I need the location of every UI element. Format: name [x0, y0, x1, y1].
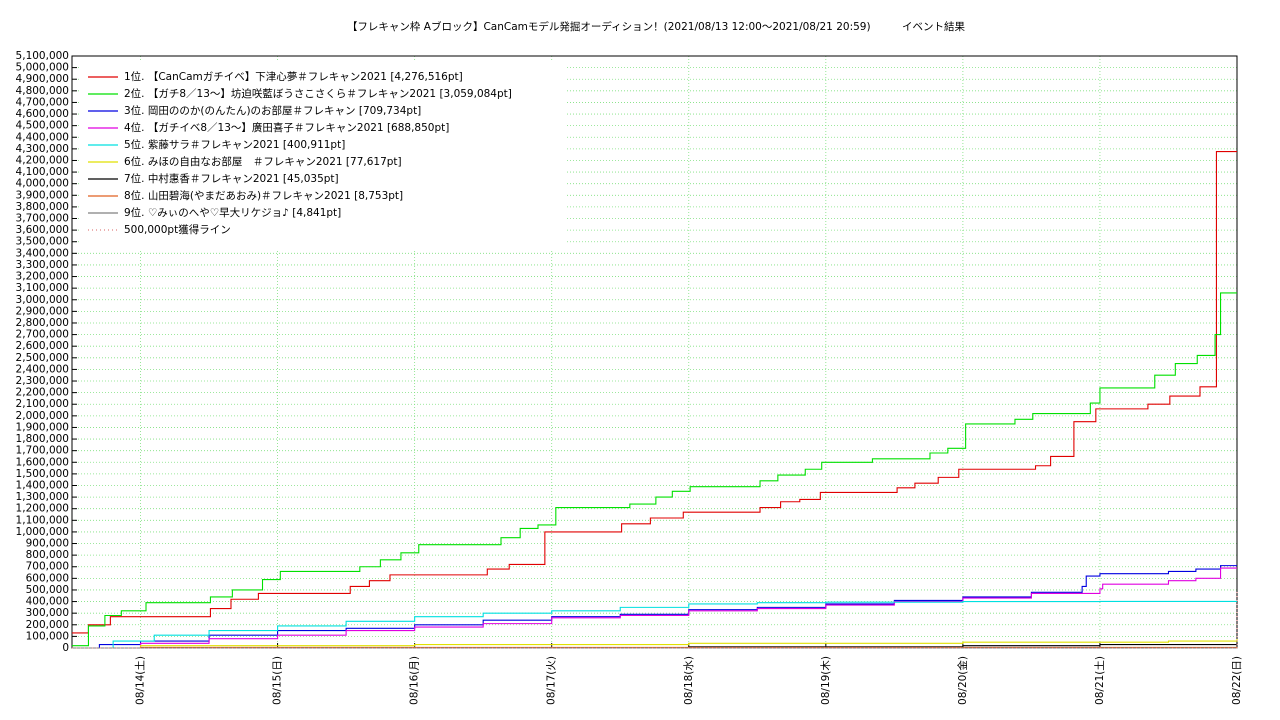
legend-label: 5位. 紫藤サラ＃フレキャン2021 [400,911pt]	[124, 138, 345, 151]
y-tick-label: 4,700,000	[16, 96, 69, 108]
y-tick-label: 2,200,000	[16, 387, 69, 399]
y-tick-label: 5,000,000	[16, 62, 69, 74]
x-tick-label: 08/16(月)	[409, 656, 421, 705]
y-tick-label: 3,900,000	[16, 189, 69, 201]
y-tick-label: 500,000	[26, 584, 69, 596]
legend-label: 500,000pt獲得ライン	[124, 223, 231, 236]
legend-label: 9位. ♡みぃのへや♡早大リケジョ♪ [4,841pt]	[124, 206, 341, 219]
y-tick-label: 1,200,000	[16, 503, 69, 515]
series-line	[72, 600, 1237, 649]
y-tick-label: 4,400,000	[16, 131, 69, 143]
y-tick-label: 3,100,000	[16, 282, 69, 294]
chart-title: 【フレキャン枠 Aブロック】CanCamモデル発掘オーディション！(2021/0…	[347, 20, 966, 33]
y-tick-label: 3,300,000	[16, 259, 69, 271]
y-tick-label: 700,000	[26, 561, 69, 573]
legend-label: 1位. 【CanCamガチイベ】下津心夢＃フレキャン2021 [4,276,51…	[124, 70, 463, 83]
y-tick-label: 4,200,000	[16, 154, 69, 166]
series-line	[72, 647, 1238, 649]
x-tick-label: 08/14(土)	[134, 656, 147, 705]
y-tick-label: 2,100,000	[16, 398, 69, 410]
y-tick-label: 0	[62, 642, 69, 654]
y-tick-label: 4,300,000	[16, 143, 69, 155]
y-tick-label: 2,000,000	[16, 410, 69, 422]
y-tick-label: 1,300,000	[16, 491, 69, 503]
series-line	[72, 638, 1238, 649]
x-tick-label: 08/15(日)	[272, 656, 284, 705]
series-line	[72, 292, 1237, 647]
x-tick-label: 08/21(土)	[1093, 656, 1106, 705]
y-tick-label: 4,500,000	[16, 120, 69, 132]
x-tick-label: 08/18(水)	[683, 656, 695, 705]
y-tick-label: 900,000	[26, 538, 69, 550]
x-tick-label: 08/22(日)	[1231, 656, 1243, 705]
y-tick-label: 4,600,000	[16, 108, 69, 120]
y-tick-label: 4,000,000	[16, 178, 69, 190]
y-tick-label: 600,000	[26, 572, 69, 584]
y-tick-label: 1,000,000	[16, 526, 69, 538]
legend-label: 2位. 【ガチ8／13〜】坊迫咲藍ぼうさこさくら＃フレキャン2021 [3,05…	[124, 87, 512, 100]
y-tick-label: 2,600,000	[16, 340, 69, 352]
y-tick-label: 2,300,000	[16, 375, 69, 387]
y-tick-label: 2,400,000	[16, 363, 69, 375]
y-tick-label: 200,000	[26, 619, 69, 631]
y-tick-label: 1,800,000	[16, 433, 69, 445]
y-tick-label: 3,700,000	[16, 213, 69, 225]
legend-label: 8位. 山田碧海(やまだあおみ)＃フレキャン2021 [8,753pt]	[124, 189, 403, 202]
y-tick-label: 5,100,000	[16, 50, 69, 62]
y-tick-label: 2,700,000	[16, 329, 69, 341]
y-tick-label: 1,900,000	[16, 421, 69, 433]
legend-label: 7位. 中村惠香＃フレキャン2021 [45,035pt]	[124, 172, 339, 185]
y-tick-label: 1,500,000	[16, 468, 69, 480]
x-tick-label: 08/20(金)	[956, 656, 969, 705]
y-tick-label: 3,600,000	[16, 224, 69, 236]
legend-label: 6位. みほの自由なお部屋 ＃フレキャン2021 [77,617pt]	[124, 155, 402, 168]
y-tick-label: 4,100,000	[16, 166, 69, 178]
x-tick-label: 08/17(火)	[546, 656, 558, 705]
legend-box	[80, 62, 565, 250]
y-tick-label: 3,200,000	[16, 271, 69, 283]
legend-label: 4位. 【ガチイベ8／13〜】廣田喜子＃フレキャン2021 [688,850pt…	[124, 121, 449, 134]
y-tick-label: 3,800,000	[16, 201, 69, 213]
y-tick-label: 3,500,000	[16, 236, 69, 248]
legend-label: 3位. 岡田ののか(のんたん)のお部屋＃フレキャン [709,734pt]	[124, 104, 421, 117]
y-tick-label: 100,000	[26, 630, 69, 642]
y-tick-label: 1,400,000	[16, 479, 69, 491]
y-tick-label: 3,400,000	[16, 247, 69, 259]
series-line	[72, 589, 1238, 649]
y-tick-label: 3,000,000	[16, 294, 69, 306]
y-tick-label: 800,000	[26, 549, 69, 561]
series-line	[72, 151, 1237, 634]
x-tick-label: 08/19(木)	[820, 656, 832, 705]
y-tick-label: 400,000	[26, 596, 69, 608]
y-tick-label: 2,500,000	[16, 352, 69, 364]
y-tick-label: 4,900,000	[16, 73, 69, 85]
y-tick-label: 1,100,000	[16, 514, 69, 526]
y-tick-label: 2,900,000	[16, 305, 69, 317]
series-line	[72, 567, 1237, 649]
y-tick-label: 4,800,000	[16, 85, 69, 97]
y-tick-label: 1,600,000	[16, 456, 69, 468]
y-tick-label: 1,700,000	[16, 445, 69, 457]
y-tick-label: 2,800,000	[16, 317, 69, 329]
y-tick-label: 300,000	[26, 607, 69, 619]
